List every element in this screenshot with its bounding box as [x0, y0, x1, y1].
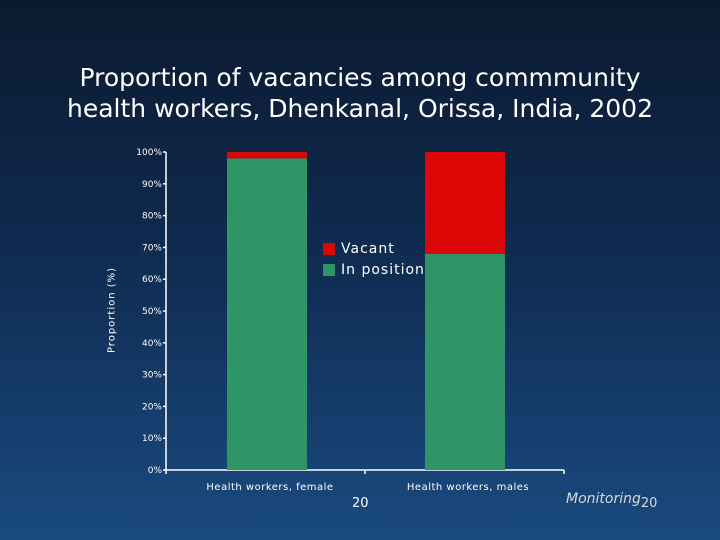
legend-swatch-in-position: [323, 263, 335, 276]
legend-item-in-position: In position: [323, 259, 425, 280]
footer-section-page: 20: [640, 496, 658, 511]
x-tick-label: Health workers, males: [407, 482, 529, 493]
bar-in-position: [227, 158, 307, 471]
bar-in-position: [425, 253, 505, 470]
title-line-2: health workers, Dhenkanal, Orissa, India…: [67, 94, 653, 123]
bar-vacant: [425, 152, 505, 254]
legend-label-vacant: Vacant: [341, 240, 395, 257]
footer-section-label: Monitoring: [566, 491, 641, 507]
y-tick-label: 100%: [136, 148, 162, 158]
footer-section: Monitoring20: [566, 491, 657, 511]
legend-swatch-vacant: [323, 242, 335, 255]
y-tick-label: 20%: [142, 402, 162, 412]
y-axis-label: Proportion (%): [106, 266, 118, 354]
legend-item-vacant: Vacant: [323, 238, 425, 259]
title-line-1: Proportion of vacancies among commmunity: [79, 63, 641, 92]
bar-vacant: [227, 152, 307, 159]
chart-title: Proportion of vacancies among commmunity…: [0, 62, 720, 124]
y-tick-label: 0%: [148, 466, 163, 476]
y-tick-label: 10%: [142, 434, 162, 444]
page-number: 20: [352, 496, 369, 511]
y-tick-label: 40%: [142, 339, 162, 349]
y-tick-label: 90%: [142, 180, 162, 190]
y-tick-label: 60%: [142, 275, 162, 285]
y-tick-label: 80%: [142, 212, 162, 222]
legend: Vacant In position: [323, 238, 425, 280]
x-tick-label: Health workers, female: [206, 482, 333, 493]
y-tick-label: 50%: [142, 307, 162, 317]
y-tick-label: 70%: [142, 243, 162, 253]
y-tick-label: 30%: [142, 371, 162, 381]
legend-label-in-position: In position: [341, 261, 425, 278]
